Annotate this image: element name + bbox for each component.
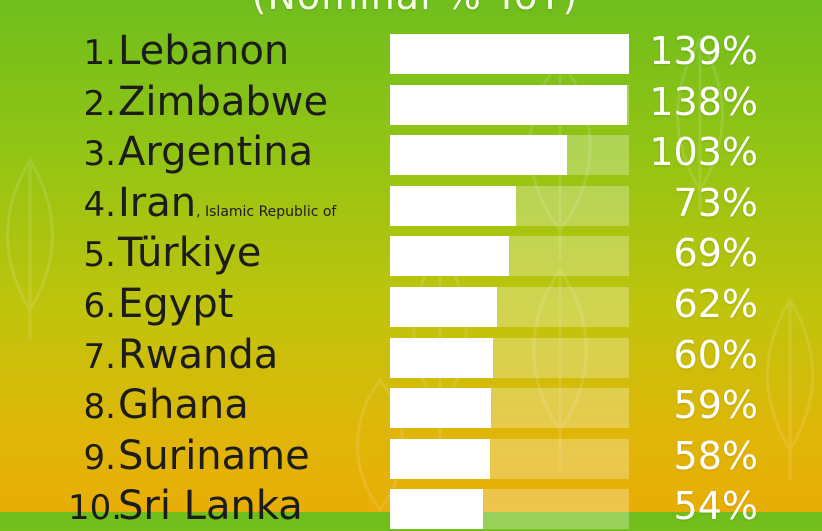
country-name: Sri Lanka <box>118 484 303 530</box>
plant-pattern-icon <box>676 37 724 210</box>
plant-pattern-icon <box>766 297 814 480</box>
country-name: Lebanon <box>118 29 290 74</box>
rank-number: 7. <box>83 336 116 377</box>
value-label: 59% <box>673 383 758 428</box>
country-name: Argentina <box>118 130 314 176</box>
bar <box>390 236 509 277</box>
bar-track <box>390 489 629 530</box>
value-label: 138% <box>649 79 758 124</box>
rank-number: 10. <box>68 488 123 529</box>
bar-track <box>390 337 629 378</box>
country-name: Türkiye <box>118 231 262 277</box>
bar <box>390 34 629 74</box>
chart-subtitle: (Nominal % YoY) <box>250 0 580 18</box>
bar <box>390 135 567 176</box>
value-label: 54% <box>673 484 758 529</box>
bar <box>390 337 493 378</box>
chart-row: 9.Suriname 58% <box>0 431 822 481</box>
chart-row: 3.Argentina 103% <box>0 127 822 177</box>
bar-track <box>390 236 629 277</box>
value-label: 69% <box>673 231 758 276</box>
bar-track <box>390 438 629 479</box>
category-label: 2.Zimbabwe <box>68 80 388 126</box>
country-name: Zimbabwe <box>118 79 329 125</box>
category-label: 3.Argentina <box>68 130 388 176</box>
bar <box>390 388 491 429</box>
country-name: Suriname <box>118 433 310 479</box>
category-label: 4.Iran, Islamic Republic of <box>68 181 388 234</box>
bar <box>390 287 497 327</box>
chart-row: 10.Sri Lanka 54% <box>0 481 822 531</box>
rank-number: 9. <box>83 437 116 478</box>
bar-track <box>390 287 629 327</box>
rank-number: 3. <box>83 134 116 175</box>
category-label: 7.Rwanda <box>68 333 388 379</box>
value-label: 73% <box>673 180 758 225</box>
chart-row: 8.Ghana 59% <box>0 380 822 430</box>
country-qualifier: , Islamic Republic of <box>196 203 337 220</box>
bar-track <box>390 34 629 74</box>
chart-row: 1.Lebanon 139% <box>0 26 822 76</box>
chart-row: 5.Türkiye 69% <box>0 228 822 278</box>
rank-number: 2. <box>83 83 116 124</box>
bar-track <box>390 388 629 429</box>
chart-row: 6.Egypt 62% <box>0 279 822 329</box>
value-label: 62% <box>673 282 758 326</box>
plant-pattern-icon <box>532 267 588 470</box>
value-label: 139% <box>649 29 758 73</box>
bar <box>390 185 516 226</box>
country-name: Rwanda <box>118 332 279 378</box>
bar <box>390 489 483 530</box>
country-name: Ghana <box>118 383 249 429</box>
category-label: 8.Ghana <box>68 383 388 429</box>
bar-track <box>390 84 629 125</box>
category-label: 1.Lebanon <box>68 29 388 75</box>
chart-row: 2.Zimbabwe 138% <box>0 77 822 127</box>
bar-track <box>390 185 629 226</box>
category-label: 10.Sri Lanka <box>68 484 388 530</box>
country-name: Egypt <box>118 282 234 327</box>
rank-number: 1. <box>83 33 116 73</box>
bar-track <box>390 135 629 176</box>
value-label: 103% <box>649 130 758 175</box>
rank-number: 8. <box>83 387 116 428</box>
bar <box>390 438 490 479</box>
value-label: 60% <box>673 332 758 377</box>
rank-number: 6. <box>83 286 116 326</box>
rank-number: 4. <box>83 184 116 225</box>
bar <box>390 84 627 125</box>
category-label: 6.Egypt <box>68 282 388 328</box>
value-label: 58% <box>673 433 758 478</box>
country-name: Iran <box>118 180 197 226</box>
plant-pattern-icon <box>6 157 54 340</box>
chart-row: 7.Rwanda 60% <box>0 330 822 380</box>
category-label: 5.Türkiye <box>68 231 388 277</box>
category-label: 9.Suriname <box>68 434 388 480</box>
rank-number: 5. <box>83 235 116 276</box>
chart-row: 4.Iran, Islamic Republic of 73% <box>0 178 822 228</box>
